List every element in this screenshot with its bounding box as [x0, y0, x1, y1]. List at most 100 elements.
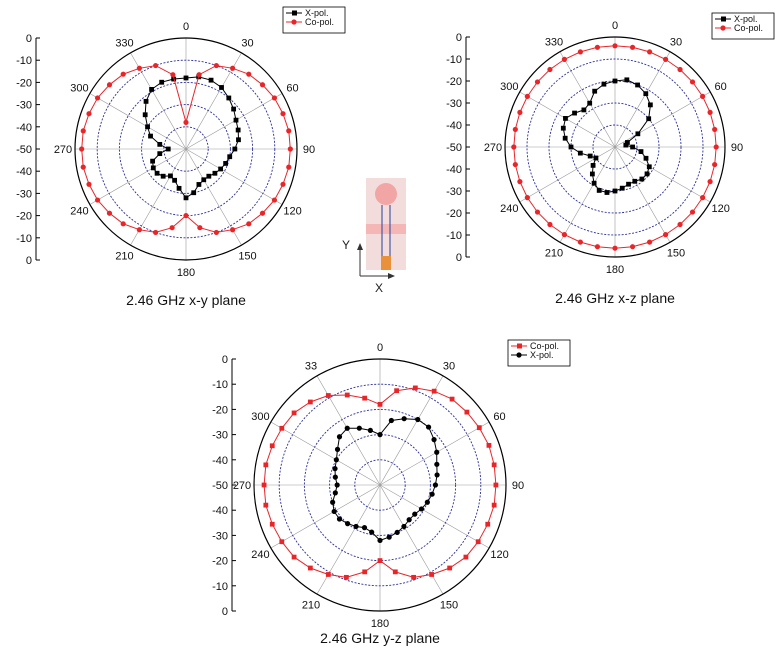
- data-point: [712, 161, 718, 168]
- data-point: [280, 111, 286, 117]
- radial-tick-label: 0: [26, 255, 32, 267]
- data-point: [325, 393, 331, 398]
- data-point: [232, 146, 238, 152]
- data-point: [230, 65, 236, 71]
- angle-tick-label: 330: [545, 36, 563, 48]
- data-point: [534, 209, 541, 215]
- data-point: [159, 79, 165, 85]
- grid-ring: [141, 104, 231, 194]
- data-point: [491, 502, 497, 508]
- antenna-patch: [375, 183, 397, 205]
- data-point: [183, 195, 189, 201]
- spoke: [89, 93, 187, 150]
- data-point: [362, 569, 368, 575]
- data-point: [183, 213, 189, 219]
- angle-tick-label: 120: [490, 549, 508, 561]
- data-point: [424, 499, 430, 505]
- data-point: [377, 401, 383, 407]
- data-point: [449, 396, 455, 402]
- data-point: [263, 502, 269, 508]
- legend-label: X-pol.: [734, 14, 758, 24]
- angle-tick-label: 0: [183, 21, 189, 33]
- legend-marker: [721, 16, 726, 22]
- radial-tick-label: -10: [212, 379, 228, 391]
- data-point: [269, 443, 275, 449]
- data-point: [271, 197, 278, 203]
- data-point: [377, 537, 383, 544]
- data-point: [148, 133, 153, 139]
- data-point: [170, 72, 176, 78]
- data-point: [120, 221, 126, 227]
- angle-tick-label: 300: [500, 81, 518, 93]
- data-point: [587, 153, 593, 159]
- antenna-inset: Y X: [342, 178, 406, 295]
- spoke: [559, 146, 616, 243]
- data-point: [647, 102, 653, 108]
- angle-tick-label: 180: [371, 618, 389, 630]
- data-point: [86, 111, 92, 117]
- data-point: [271, 95, 278, 101]
- data-point: [136, 65, 142, 71]
- data-point: [401, 523, 407, 530]
- data-point: [629, 244, 636, 250]
- radial-tick-label: -50: [212, 480, 228, 492]
- data-point: [80, 164, 86, 170]
- data-point: [361, 525, 368, 531]
- data-point: [157, 151, 163, 157]
- data-point: [464, 409, 470, 415]
- data-point: [612, 245, 618, 251]
- radial-tick-label: 0: [222, 354, 228, 366]
- data-point: [230, 227, 236, 233]
- data-point: [183, 75, 189, 81]
- data-point: [517, 109, 523, 115]
- angle-tick-label: 180: [177, 267, 195, 279]
- data-point: [712, 126, 718, 133]
- angle-tick-label: 210: [302, 600, 320, 612]
- radial-tick-label: 0: [456, 252, 462, 264]
- data-point: [612, 43, 618, 49]
- grid-ring: [303, 408, 457, 562]
- data-point: [624, 77, 630, 83]
- data-point: [411, 574, 417, 580]
- legend-label: X-pol.: [305, 8, 329, 18]
- spoke: [614, 51, 671, 148]
- data-point: [639, 176, 645, 182]
- radial-tick-label: -10: [16, 233, 32, 245]
- data-point: [434, 472, 440, 478]
- spoke: [614, 146, 671, 243]
- data-point: [191, 190, 197, 196]
- angle-tick-label: 150: [667, 248, 685, 260]
- spoke: [270, 484, 381, 549]
- data-point: [333, 457, 339, 463]
- angle-tick-label: 270: [54, 144, 72, 156]
- angle-tick-label: 180: [606, 264, 624, 276]
- data-point: [619, 185, 625, 191]
- data-point: [388, 417, 394, 424]
- data-point: [604, 190, 610, 195]
- chart-title: 2.46 GHz y-z plane: [320, 630, 440, 646]
- angle-tick-label: 210: [545, 248, 563, 260]
- data-point: [332, 466, 338, 472]
- spoke: [559, 51, 616, 148]
- data-point: [707, 109, 713, 115]
- data-point: [196, 72, 202, 78]
- data-point: [432, 482, 439, 488]
- outer-ring: [253, 358, 507, 612]
- antenna-ground-strip: [366, 224, 406, 234]
- data-point: [431, 388, 437, 394]
- data-point: [369, 529, 375, 535]
- legend: X-pol.Co-pol.: [711, 12, 775, 40]
- data-point: [201, 177, 207, 183]
- angle-tick-label: 210: [115, 251, 133, 263]
- spoke: [519, 146, 616, 203]
- data-point: [524, 93, 530, 99]
- data-point: [594, 44, 601, 50]
- data-point: [594, 244, 601, 250]
- data-point: [269, 521, 275, 527]
- angle-tick-label: 0: [377, 342, 383, 354]
- data-point: [577, 150, 583, 156]
- data-point: [643, 155, 649, 161]
- legend: X-pol.Co-pol.: [282, 6, 346, 34]
- data-point: [291, 554, 297, 560]
- angle-tick-label: 120: [711, 203, 729, 215]
